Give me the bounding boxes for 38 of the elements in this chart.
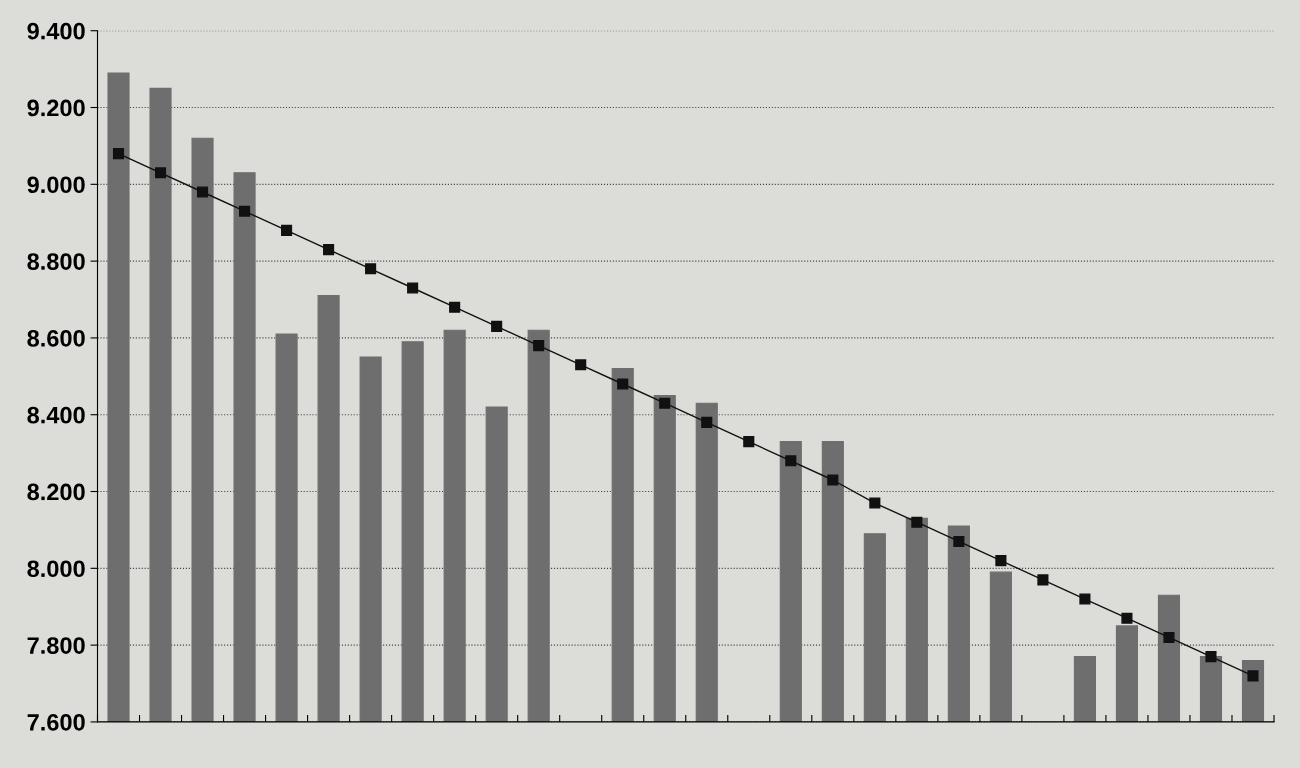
point [785, 455, 797, 467]
point [1037, 574, 1049, 586]
point [491, 320, 503, 332]
y-tick-label: 7.600 [27, 713, 85, 731]
y-tick-label: 8.200 [27, 483, 85, 501]
y-tick-label: 9.000 [27, 176, 85, 194]
point [196, 186, 209, 198]
point [911, 516, 923, 528]
y-tick-label: 9.400 [27, 22, 85, 40]
point [365, 263, 377, 275]
point [1247, 670, 1259, 682]
point [533, 340, 545, 352]
point [112, 148, 125, 160]
y-tick-label: 9.200 [27, 99, 85, 117]
point [1163, 631, 1175, 643]
point [407, 282, 419, 294]
point [239, 205, 251, 217]
point [1121, 612, 1133, 624]
y-tick-label: 8.800 [27, 253, 85, 270]
y-tick-label: 8.400 [27, 406, 85, 424]
point [1079, 593, 1091, 605]
point [617, 378, 629, 390]
point [154, 167, 167, 179]
point [323, 244, 335, 256]
y-tick-label: 8.000 [27, 560, 85, 578]
point [995, 555, 1007, 567]
point [743, 436, 755, 448]
point [575, 359, 587, 371]
point [869, 497, 881, 509]
point [953, 535, 965, 547]
point [701, 416, 713, 428]
point [827, 474, 839, 486]
y-tick-label: 7.800 [27, 637, 85, 654]
point [1205, 651, 1217, 663]
point [281, 224, 293, 236]
point [449, 301, 461, 313]
point [659, 397, 671, 409]
y-tick-label: 8.600 [27, 329, 85, 347]
